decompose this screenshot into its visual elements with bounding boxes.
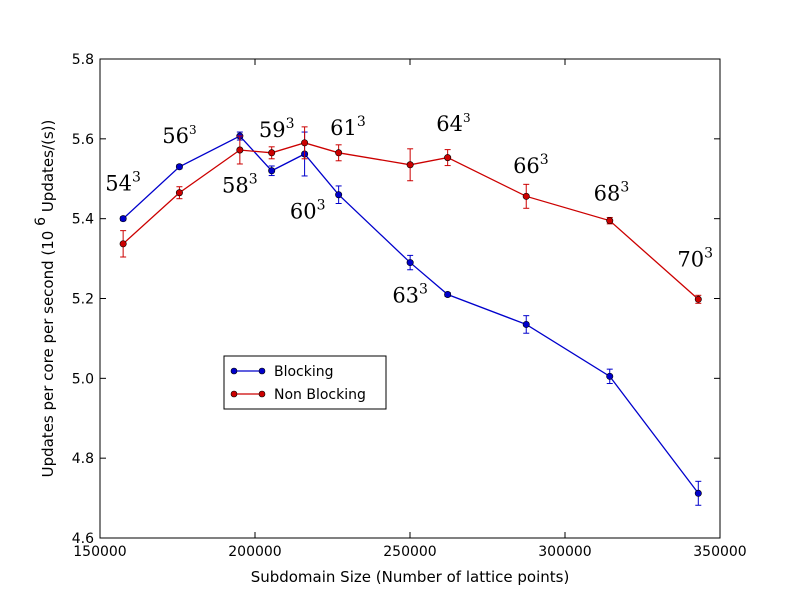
y-axis-ticks: 4.6 4.8 5.0 5.2 5.4 5.6 5.8 — [72, 52, 720, 547]
annotation-exponent: 3 — [317, 198, 326, 214]
legend-marker — [230, 390, 238, 398]
x-tick-label: 300000 — [538, 544, 591, 560]
annotation-base: 56 — [162, 124, 189, 148]
annotation-base: 63 — [392, 283, 419, 307]
legend-box — [223, 355, 387, 410]
annotation-exponent: 3 — [704, 246, 713, 262]
chart-marks — [119, 126, 702, 506]
annotation-base: 64 — [436, 112, 463, 136]
data-point — [301, 139, 309, 147]
annotation-exponent: 3 — [463, 111, 471, 125]
data-point — [119, 240, 127, 248]
annotation-exponent: 3 — [540, 152, 549, 168]
y-axis-label-unit: (10 — [39, 231, 57, 256]
legend-marker — [230, 367, 238, 375]
x-tick-label: 150000 — [73, 544, 126, 560]
legend-marker — [258, 367, 266, 375]
x-axis-label: Subdomain Size (Number of lattice points… — [251, 568, 570, 586]
data-point — [694, 295, 702, 303]
annotation-label: 593 — [259, 116, 295, 142]
annotation-exponent: 3 — [357, 114, 366, 130]
annotation-label: 703 — [677, 246, 713, 272]
annotation-base: 70 — [677, 248, 704, 272]
legend: Blocking Non Blocking — [223, 355, 387, 410]
y-tick-label: 5.2 — [72, 292, 94, 308]
annotation-base: 66 — [513, 154, 540, 178]
data-point — [522, 320, 530, 328]
data-point — [606, 217, 614, 225]
annotation-exponent: 3 — [419, 281, 428, 297]
data-point — [236, 146, 244, 154]
annotation-label: 663 — [513, 152, 549, 178]
annotation-exponent: 3 — [620, 180, 629, 196]
annotation-base: 54 — [105, 172, 132, 196]
y-tick-label: 5.6 — [72, 132, 94, 148]
y-axis-label-unit-exp: 6 — [33, 217, 49, 226]
data-point — [444, 291, 452, 299]
x-axis-ticks: 150000 200000 250000 300000 350000 — [73, 59, 747, 560]
series-blocking — [119, 131, 702, 506]
annotation-label: 603 — [290, 198, 326, 224]
data-point — [444, 154, 452, 162]
y-tick-label: 5.8 — [72, 52, 94, 68]
annotation-label: 583 — [222, 172, 258, 198]
annotation-label: 543 — [105, 170, 141, 196]
annotation-base: 68 — [594, 182, 621, 206]
data-point — [522, 192, 530, 200]
data-point — [694, 489, 702, 497]
annotation-label: 633 — [392, 281, 428, 307]
y-tick-label: 4.6 — [72, 531, 94, 547]
y-axis-label: Updates per core per second (10 6 Update… — [33, 120, 57, 478]
annotation-exponent: 3 — [249, 172, 258, 188]
data-point — [175, 189, 183, 197]
y-axis-label-unit-rest: Updates/(s)) — [39, 120, 57, 213]
legend-label-non-blocking: Non Blocking — [274, 387, 366, 403]
data-point — [268, 167, 276, 175]
data-point — [335, 149, 343, 157]
data-point — [406, 161, 414, 169]
data-point — [268, 149, 276, 157]
annotation-label: 563 — [162, 123, 196, 148]
annotation-base: 61 — [330, 116, 357, 140]
data-point — [119, 215, 127, 223]
annotation-base: 60 — [290, 200, 317, 224]
annotation-exponent: 3 — [189, 123, 197, 137]
y-tick-label: 5.0 — [72, 371, 94, 387]
y-axis-label-main: Updates per core per second — [39, 260, 57, 477]
annotation-label: 613 — [330, 114, 366, 140]
x-tick-label: 250000 — [383, 544, 436, 560]
x-tick-label: 200000 — [228, 544, 281, 560]
data-point — [335, 191, 343, 199]
annotation-label: 683 — [594, 180, 630, 206]
y-tick-label: 4.8 — [72, 451, 94, 467]
series-non-blocking — [119, 126, 702, 304]
y-tick-label: 5.4 — [72, 212, 94, 228]
x-tick-label: 350000 — [693, 544, 746, 560]
legend-label-blocking: Blocking — [274, 364, 334, 380]
data-point — [606, 372, 614, 380]
annotation-base: 58 — [222, 174, 249, 198]
annotation-exponent: 3 — [132, 170, 141, 186]
data-point — [406, 259, 414, 267]
annotation-label: 643 — [436, 111, 470, 136]
data-point — [175, 163, 183, 171]
annotation-exponent: 3 — [286, 116, 295, 132]
annotation-base: 59 — [259, 118, 286, 142]
legend-marker — [258, 390, 266, 398]
